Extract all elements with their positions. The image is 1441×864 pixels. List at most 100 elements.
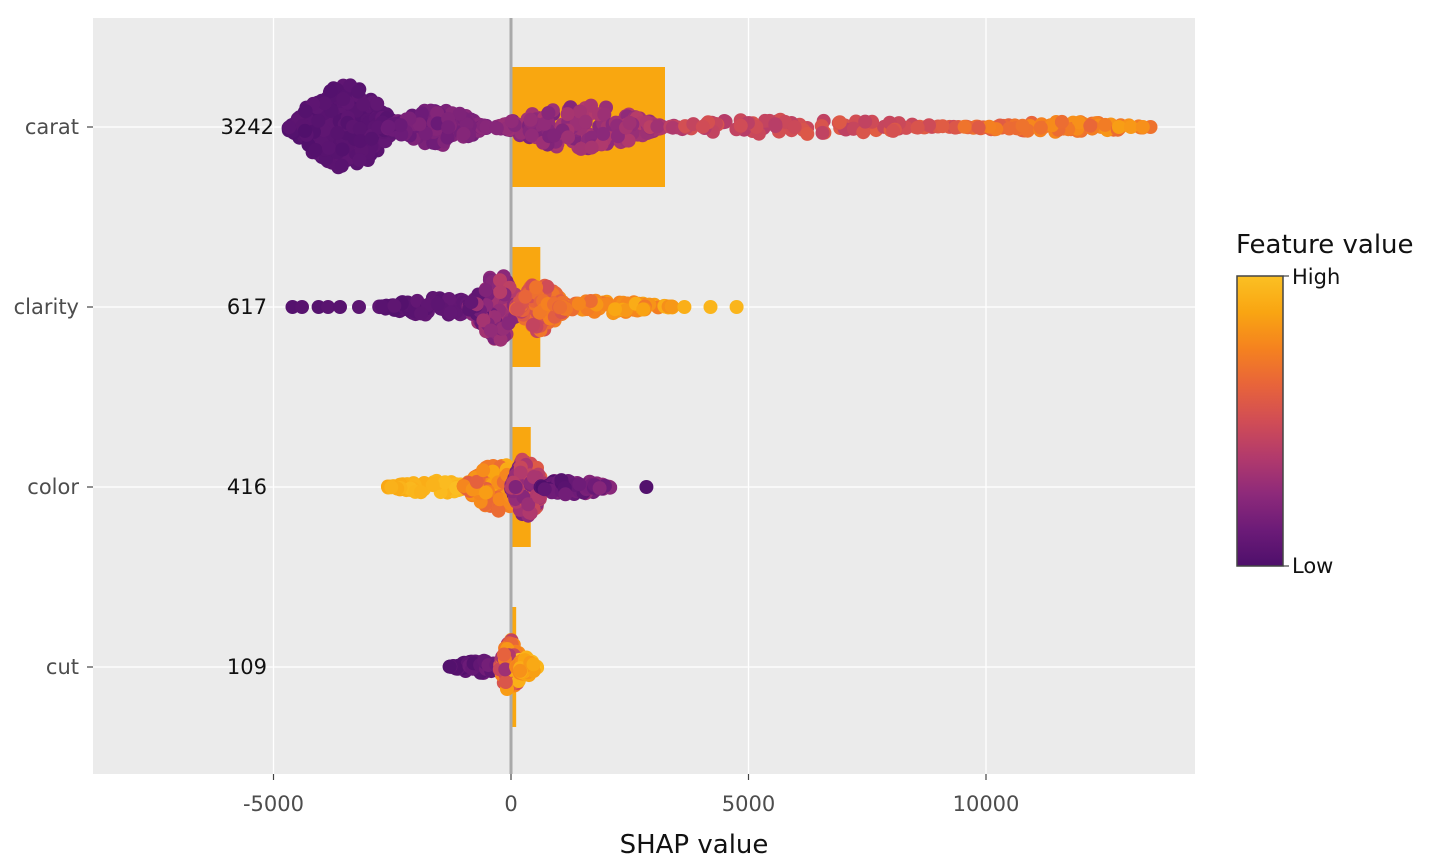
importance-value-label: 416 (227, 475, 267, 499)
shap-point (639, 480, 654, 494)
shap-point (441, 120, 456, 135)
shap-point (1123, 120, 1138, 134)
shap-point (452, 106, 467, 121)
shap-point (537, 116, 552, 131)
shap-point (491, 503, 506, 518)
shap-point (478, 485, 493, 500)
shap-point (442, 659, 457, 674)
shap-point (443, 305, 458, 320)
shap-point (1015, 118, 1030, 133)
shap-point (1083, 118, 1098, 133)
shap-point (583, 294, 598, 308)
shap-point (787, 120, 802, 134)
shap-point (529, 280, 544, 295)
shap-point (321, 300, 336, 314)
shap-point (295, 300, 309, 314)
shap-point (596, 126, 611, 141)
shap-point (553, 300, 568, 315)
shap-point (413, 485, 428, 500)
shap-point (425, 478, 440, 493)
shap-point (464, 295, 479, 310)
shap-point (922, 118, 936, 133)
shap-point (636, 302, 651, 317)
shap-point (311, 113, 326, 128)
shap-point (317, 96, 332, 111)
y-tick-label: color (27, 475, 79, 499)
shap-point (560, 107, 575, 122)
beeswarm-color (380, 452, 654, 523)
shap-point (489, 121, 504, 136)
shap-point (526, 657, 541, 672)
shap-point (381, 119, 396, 134)
shap-point (479, 120, 494, 134)
shap-point (650, 119, 665, 134)
shap-point (456, 126, 471, 141)
shap-point (321, 141, 336, 155)
shap-point (375, 299, 390, 314)
shap-point (501, 316, 516, 331)
shap-point (1033, 120, 1048, 135)
shap-point (393, 118, 408, 133)
shap-point (547, 128, 562, 143)
shap-point (498, 662, 513, 677)
x-axis-title: SHAP value (620, 830, 769, 859)
shap-point (440, 130, 455, 145)
shap-point (1054, 114, 1069, 129)
shap-point (493, 332, 508, 347)
shap-point (584, 140, 599, 155)
shap-point (572, 477, 587, 492)
shap-point (971, 120, 986, 135)
shap-point (518, 289, 533, 304)
shap-point (352, 121, 367, 136)
shap-point (308, 143, 323, 157)
shap-point (910, 120, 925, 135)
importance-value-labels: 3242 617 416 109 (221, 115, 274, 679)
legend-low-label: Low (1292, 554, 1333, 578)
x-tick-label: 0 (504, 792, 517, 816)
shap-point (597, 107, 612, 122)
shap-point (323, 84, 338, 99)
shap-point (438, 475, 453, 490)
shap-point (982, 119, 997, 134)
shap-point (504, 114, 519, 129)
shap-point (442, 292, 457, 306)
shap-point (935, 119, 950, 134)
shap-point (298, 123, 312, 138)
legend-color-bar (1236, 275, 1284, 567)
shap-point (387, 298, 402, 313)
shap-point (886, 123, 901, 138)
shap-point (537, 482, 552, 497)
shap-point (364, 131, 379, 146)
shap-point (298, 104, 313, 119)
importance-value-label: 617 (227, 295, 267, 319)
shap-point (430, 297, 445, 311)
shap-point (622, 115, 637, 130)
shap-point (571, 296, 586, 311)
x-tick-label: 5000 (722, 792, 775, 816)
shap-point (476, 463, 491, 478)
shap-points (281, 78, 1158, 696)
shap-point (353, 134, 368, 149)
shap-point (414, 106, 429, 121)
shap-point (521, 497, 536, 512)
y-tick-label: carat (25, 115, 79, 139)
shap-point (352, 300, 366, 314)
shap-point (523, 112, 538, 127)
shap-point (469, 474, 484, 489)
shap-point (356, 97, 371, 112)
shap-point (351, 84, 366, 99)
importance-value-label: 109 (227, 655, 267, 679)
shap-point (478, 283, 493, 298)
shap-point (768, 119, 783, 134)
shap-point (414, 306, 429, 321)
shap-point (330, 125, 345, 140)
y-tick-label: clarity (14, 295, 79, 319)
x-tick-label: -5000 (243, 792, 304, 816)
shap-point (572, 104, 587, 119)
top-edge-strip (0, 0, 1441, 8)
legend-title: Feature value (1236, 230, 1414, 260)
shap-point (558, 487, 573, 502)
shap-point (608, 302, 622, 317)
